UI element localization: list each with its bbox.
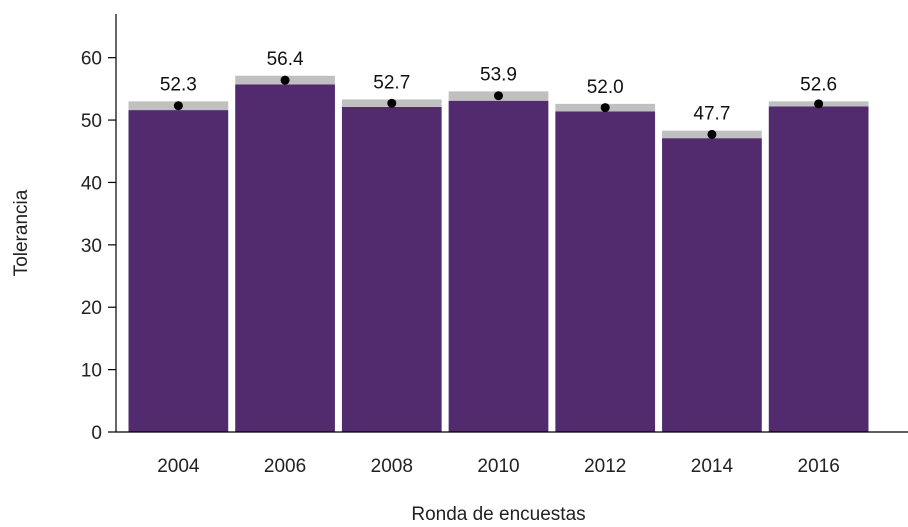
x-tick-label-2016: 2016 xyxy=(798,456,840,477)
bar-2012 xyxy=(555,111,656,432)
y-axis-title: Tolerancia xyxy=(11,189,32,276)
x-axis-title: Ronda de encuestas xyxy=(411,504,585,525)
bar-2008 xyxy=(341,106,442,433)
x-tick-label-2004: 2004 xyxy=(157,456,200,477)
plot-area: 52.3 56.4 52.7 53.9 52.0 47.7 52.6 xyxy=(128,49,869,433)
point-2006 xyxy=(280,75,290,85)
y-tick-label-40: 40 xyxy=(81,173,102,194)
data-label-2004: 52.3 xyxy=(160,74,197,95)
y-tick-label-10: 10 xyxy=(81,361,102,382)
data-label-2012: 52.0 xyxy=(587,77,624,98)
y-tick-label-30: 30 xyxy=(81,236,102,257)
x-tick-label-2012: 2012 xyxy=(584,456,626,477)
bar-2014 xyxy=(662,138,762,433)
bar-2004 xyxy=(128,110,229,433)
y-tick-label-60: 60 xyxy=(81,49,102,70)
x-tick-label-2006: 2006 xyxy=(264,456,306,477)
data-label-2016: 52.6 xyxy=(800,74,837,95)
data-label-2010: 53.9 xyxy=(480,64,517,85)
bar-2010 xyxy=(448,100,549,432)
point-2010 xyxy=(494,91,503,101)
data-label-2006: 56.4 xyxy=(267,49,304,70)
point-2016 xyxy=(814,99,824,109)
point-2004 xyxy=(173,101,183,111)
point-2008 xyxy=(387,98,397,108)
bar-2006 xyxy=(235,84,335,432)
y-tick-label-50: 50 xyxy=(81,111,102,132)
y-tick-label-20: 20 xyxy=(81,298,102,319)
axes: 2004 2006 2008 2010 2012 2014 2016 0 10 20 30 40 50 6… xyxy=(81,14,908,477)
x-tick-label-2008: 2008 xyxy=(371,456,413,477)
point-2014 xyxy=(707,129,717,139)
data-label-2014: 47.7 xyxy=(693,104,730,125)
y-tick-label-0: 0 xyxy=(91,423,102,444)
x-tick-label-2014: 2014 xyxy=(691,456,734,477)
data-label-2008: 52.7 xyxy=(373,72,410,93)
bar-2016 xyxy=(768,106,869,433)
x-tick-label-2010: 2010 xyxy=(477,456,519,477)
point-2012 xyxy=(600,103,610,113)
